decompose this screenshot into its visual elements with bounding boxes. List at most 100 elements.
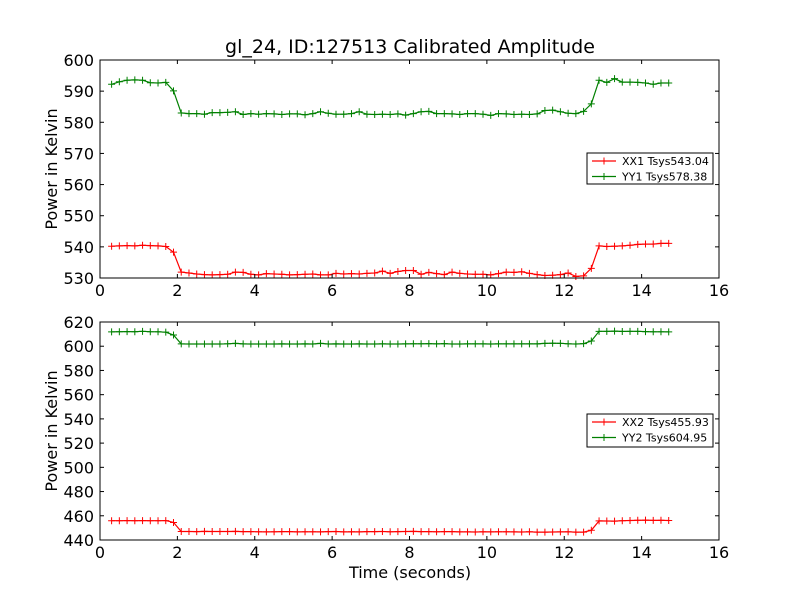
chart-1-series-2-point bbox=[572, 110, 580, 118]
chart-1-series-1-point bbox=[216, 271, 224, 279]
chart-2-series-1-point bbox=[549, 528, 557, 536]
chart-2-y-axis-label: Power in Kelvin bbox=[42, 370, 61, 491]
chart-2-series-1-point bbox=[580, 528, 588, 536]
chart-2-series-1-point bbox=[177, 528, 185, 536]
chart-2-series-2-point bbox=[525, 340, 533, 348]
chart-2-series-1-point bbox=[556, 528, 564, 536]
chart-1-series-1-point bbox=[657, 239, 665, 247]
chart-1-series-1-point bbox=[108, 242, 116, 250]
chart-1-series-2-point bbox=[471, 110, 479, 118]
chart-1-y-tick-label: 560 bbox=[63, 176, 94, 195]
chart-2-series-2-point bbox=[123, 328, 131, 336]
chart-2-series-2-point bbox=[371, 340, 379, 348]
chart-1-series-2-point bbox=[533, 110, 541, 118]
chart-1-series-2-point bbox=[510, 111, 518, 118]
chart-2-series-2-point bbox=[611, 327, 619, 335]
chart-2-series-2-point bbox=[572, 340, 580, 348]
chart-1-series-1-point bbox=[278, 270, 286, 278]
chart-2-series-2-point bbox=[641, 328, 649, 336]
chart-1-series-1-point bbox=[394, 267, 402, 275]
chart-1-series-2-point bbox=[611, 75, 619, 83]
chart-1-series-2-point bbox=[200, 110, 208, 118]
chart-2-series-2-point bbox=[556, 339, 564, 347]
chart-2-x-tick-label: 16 bbox=[709, 543, 729, 562]
chart-1-series-2-point bbox=[657, 79, 665, 87]
chart-1-series-1-point bbox=[479, 270, 487, 278]
chart-2-series-2-point bbox=[479, 340, 487, 348]
chart-2-series-2-point bbox=[347, 340, 355, 348]
chart-1-x-tick-label: 0 bbox=[95, 281, 105, 300]
chart-2-series-2-point bbox=[618, 327, 626, 335]
chart-2-series-2-point bbox=[278, 340, 286, 348]
chart-1-series-1-point bbox=[317, 271, 325, 279]
chart-2-series-1-point bbox=[231, 527, 239, 535]
chart-2-series-2-point bbox=[448, 340, 456, 348]
chart-1-series-2-point bbox=[293, 110, 301, 118]
chart-1-series-1-point bbox=[255, 271, 263, 279]
chart-2-x-tick-label: 6 bbox=[327, 543, 337, 562]
chart-2-x-tick-label: 12 bbox=[554, 543, 574, 562]
chart-1-series-1-point bbox=[572, 272, 580, 280]
chart-1-series-2-point bbox=[618, 78, 626, 86]
chart-2-series-1-point bbox=[425, 528, 433, 536]
chart-2-series-1-point bbox=[247, 528, 255, 536]
chart-1-series-2-point bbox=[386, 111, 394, 118]
chart-2-series-2-point bbox=[317, 339, 325, 347]
chart-2-series-2-point bbox=[433, 340, 441, 348]
chart-2-series-1-point bbox=[363, 528, 371, 536]
chart-2-series-2-point bbox=[564, 340, 572, 348]
chart-1-series-2-point bbox=[494, 110, 502, 118]
chart-1-series-1-point bbox=[363, 269, 371, 277]
chart-2-series-1-point bbox=[541, 528, 549, 536]
chart-2-series-2-point bbox=[363, 340, 371, 348]
chart-2-series-2-point bbox=[340, 340, 348, 348]
chart-1-series-2-point bbox=[278, 111, 286, 118]
chart-2-y-tick-label: 460 bbox=[63, 507, 94, 526]
chart-1-title: gl_24, ID:127513 Calibrated Amplitude bbox=[225, 36, 595, 58]
chart-1-series-2-point bbox=[340, 110, 348, 118]
chart-1-series-2-point bbox=[216, 109, 224, 117]
chart-1-series-2-point bbox=[448, 110, 456, 118]
chart-1-series-2-point bbox=[402, 111, 410, 119]
chart-2-series-1-point bbox=[471, 528, 479, 536]
chart-1-x-tick-label: 16 bbox=[709, 281, 729, 300]
chart-1-series-1-point bbox=[131, 242, 139, 250]
chart-1-series-1-point bbox=[177, 268, 185, 276]
chart-1-series-1-point bbox=[332, 269, 340, 277]
chart-1-x-tick-label: 8 bbox=[404, 281, 414, 300]
chart-2-y-tick-label: 480 bbox=[63, 483, 94, 502]
chart-1-series-2-point bbox=[177, 109, 185, 117]
chart-1-series-2-point bbox=[580, 107, 588, 115]
chart-1-legend-box bbox=[586, 152, 714, 185]
chart-1-series-1-point bbox=[239, 268, 247, 276]
chart-1-series-1-point bbox=[533, 271, 541, 279]
chart-2-series-2-point bbox=[471, 340, 479, 348]
chart-1-series-1-point bbox=[471, 270, 479, 278]
chart-2-x-tick-label: 4 bbox=[250, 543, 260, 562]
chart-2-series-2-point bbox=[665, 328, 673, 336]
chart-2-series-1-point bbox=[603, 517, 611, 525]
chart-2-series-1-point bbox=[386, 528, 394, 536]
chart-1-series-2-point bbox=[641, 79, 649, 87]
chart-1-series-1-point bbox=[603, 243, 611, 251]
chart-2-series-1-point bbox=[332, 528, 340, 536]
chart-1-series-1-point bbox=[301, 270, 309, 278]
chart-1-series-1-point bbox=[618, 242, 626, 250]
chart-1-series-2-point bbox=[262, 110, 270, 118]
chart-2-series-1-point bbox=[293, 528, 301, 536]
chart-2-series-2-point bbox=[332, 340, 340, 348]
chart-1-series-2-point bbox=[115, 78, 123, 86]
chart-1-series-1-point bbox=[185, 269, 193, 277]
chart-1-series-2-point bbox=[603, 78, 611, 86]
chart-2-series-2-point bbox=[440, 340, 448, 348]
chart-1-series-2-point bbox=[626, 78, 634, 86]
chart-2-series-1-point bbox=[162, 517, 170, 525]
chart-1-series-2-point bbox=[154, 79, 162, 87]
chart-1-series-2-point bbox=[332, 110, 340, 118]
chart-1-x-tick-label: 12 bbox=[554, 281, 574, 300]
chart-2-series-2-point bbox=[239, 340, 247, 348]
chart-1-legend-marker-1 bbox=[600, 157, 608, 165]
chart-1-series-1-point bbox=[154, 242, 162, 250]
chart-2-series-2-point bbox=[355, 340, 363, 348]
